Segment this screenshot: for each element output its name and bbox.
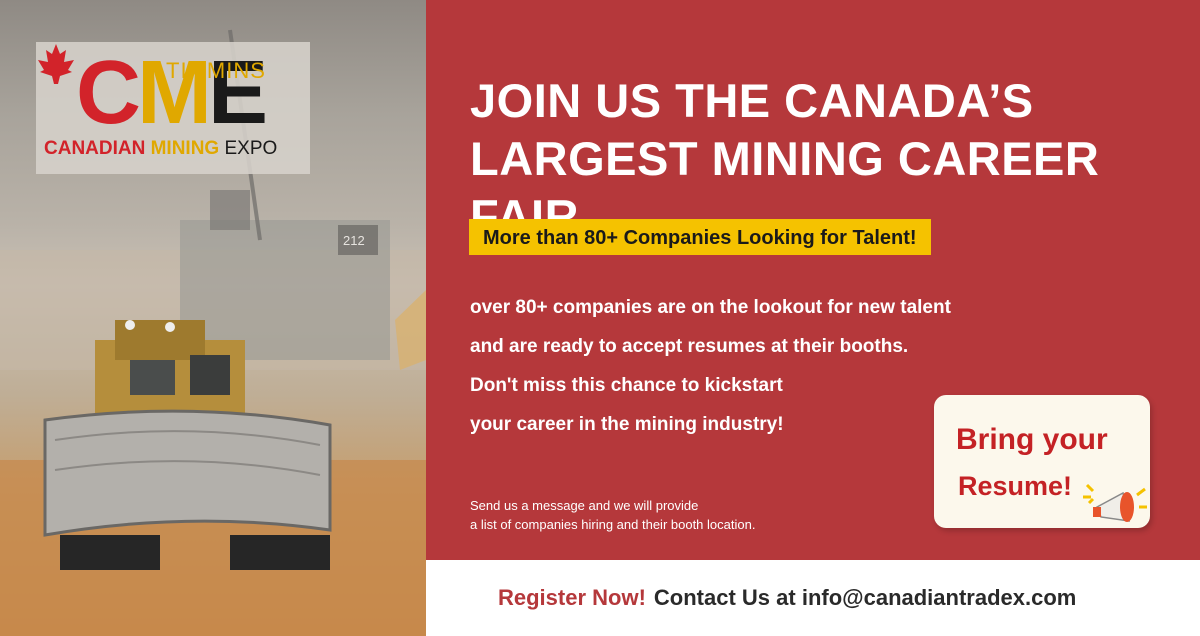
bulldozer-illustration: 212 [0,29,426,636]
note-line: Send us a message and we will provide [470,498,699,513]
bring-resume-card: Bring your Resume! [934,395,1150,528]
description-line: over 80+ companies are on the lookout fo… [470,297,951,318]
footer: Register Now! Contact Us at info@canadian… [426,560,1200,636]
contact-email[interactable]: Contact Us at info@canadiantradex.com [653,585,1077,610]
card-line-1: Bring your [956,423,1108,456]
headline-line-2: LARGEST MINING CAREER FAIR [470,132,1100,243]
description: over 80+ companies are on the lookout fo… [470,288,951,444]
page-title: JOIN US THE CANADA’S LARGEST MINING CARE… [470,72,1190,246]
megaphone-icon [1083,483,1147,522]
headline-line-1: JOIN US THE CANADA’S [470,74,1034,127]
logo-tagline: CANADIAN MINING EXPO [44,138,278,159]
contact-note: Send us a message and we will provide a … [470,496,755,534]
note-line: a list of companies hiring and their boo… [470,517,756,532]
logo-letters: CME [76,43,268,143]
logo-timmins: TIMMINS [166,58,266,83]
description-line: Don't miss this chance to kickstart [470,375,783,396]
highlight-banner: More than 80+ Companies Looking for Tale… [469,219,931,255]
footer-line: Register Now! Contact Us at info@canadian… [498,585,1076,611]
mining-photo: 212 CME TIMMINS CANADIAN MINING EXPO [0,0,426,636]
description-line: your career in the mining industry! [470,414,784,435]
description-line: and are ready to accept resumes at their… [470,336,909,357]
register-link[interactable]: Register Now! [498,585,646,610]
cme-logo: CME TIMMINS CANADIAN MINING EXPO [36,42,310,174]
card-line-2: Resume! [958,471,1073,501]
maple-leaf-icon [38,44,74,84]
truck-number: 212 [343,233,365,248]
